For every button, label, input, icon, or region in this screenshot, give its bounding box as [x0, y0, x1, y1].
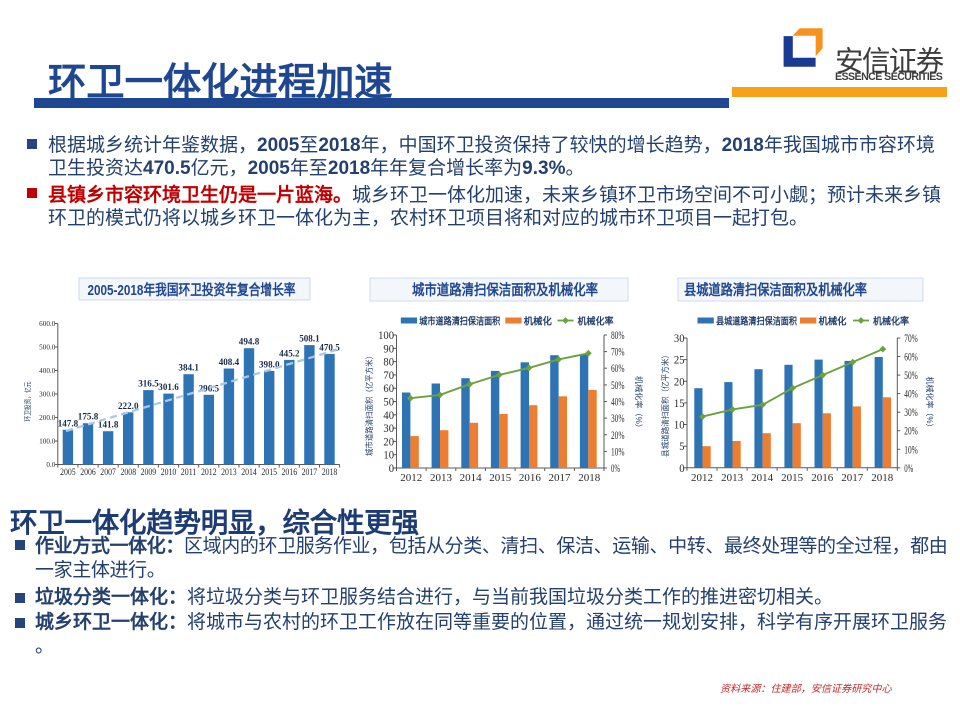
svg-text:2011: 2011	[181, 467, 197, 477]
svg-text:2014: 2014	[751, 472, 774, 484]
svg-text:2014: 2014	[460, 472, 483, 484]
svg-text:600.0: 600.0	[39, 320, 56, 328]
svg-text:县城道路清扫保洁面积及机械化率: 县城道路清扫保洁面积及机械化率	[684, 281, 867, 299]
svg-text:60: 60	[383, 381, 394, 395]
svg-text:0%: 0%	[904, 461, 913, 475]
svg-text:10: 10	[674, 418, 685, 432]
svg-text:40%: 40%	[904, 387, 918, 401]
svg-text:10%: 10%	[611, 444, 625, 458]
svg-text:384.1: 384.1	[178, 363, 199, 374]
svg-text:316.5: 316.5	[138, 379, 159, 390]
svg-text:25: 25	[674, 353, 685, 367]
svg-text:城市道路清扫面积（亿平方米）: 城市道路清扫面积（亿平方米）	[364, 352, 374, 456]
svg-text:2017: 2017	[302, 467, 318, 477]
svg-text:2013: 2013	[430, 472, 453, 484]
svg-text:90: 90	[383, 341, 394, 355]
svg-text:470.5: 470.5	[319, 342, 340, 353]
svg-text:408.4: 408.4	[219, 357, 240, 368]
svg-text:机械化率: 机械化率	[873, 315, 909, 327]
svg-text:20: 20	[383, 434, 394, 448]
svg-text:200.0: 200.0	[39, 414, 56, 422]
svg-text:机械化率（%）: 机械化率（%）	[925, 377, 935, 432]
svg-text:2007: 2007	[100, 467, 116, 477]
svg-text:0.0: 0.0	[46, 461, 55, 469]
svg-text:10%: 10%	[904, 442, 918, 456]
svg-text:县城道路清扫保洁面积: 县城道路清扫保洁面积	[716, 315, 797, 327]
svg-text:2016: 2016	[811, 472, 834, 484]
svg-text:30%: 30%	[904, 405, 918, 419]
svg-text:20: 20	[674, 374, 685, 388]
svg-text:300.0: 300.0	[39, 391, 56, 399]
svg-text:2014: 2014	[241, 467, 257, 477]
svg-text:2012: 2012	[400, 472, 422, 484]
svg-text:70%: 70%	[611, 345, 625, 359]
svg-text:5: 5	[679, 439, 684, 453]
svg-text:2017: 2017	[841, 472, 864, 484]
svg-text:2009: 2009	[141, 467, 157, 477]
svg-text:80: 80	[383, 355, 394, 369]
svg-text:城市道路清扫保洁面积及机械化率: 城市道路清扫保洁面积及机械化率	[412, 281, 598, 299]
svg-text:2013: 2013	[221, 467, 237, 477]
svg-text:70%: 70%	[904, 331, 918, 345]
svg-text:141.8: 141.8	[98, 420, 119, 431]
svg-text:机械化率（%）: 机械化率（%）	[634, 376, 644, 432]
svg-text:445.2: 445.2	[279, 348, 300, 359]
svg-text:2018: 2018	[578, 472, 601, 484]
svg-text:2015: 2015	[781, 472, 804, 484]
svg-text:0%: 0%	[611, 461, 620, 475]
svg-text:80%: 80%	[611, 328, 625, 342]
svg-text:70: 70	[383, 368, 394, 382]
svg-text:2012: 2012	[201, 467, 217, 477]
svg-text:2016: 2016	[519, 472, 542, 484]
svg-text:2018: 2018	[322, 467, 338, 477]
svg-text:2015: 2015	[489, 472, 512, 484]
svg-text:2016: 2016	[282, 467, 298, 477]
svg-text:2005: 2005	[60, 467, 76, 477]
svg-text:60%: 60%	[904, 350, 918, 364]
svg-text:400.0: 400.0	[39, 367, 56, 375]
svg-text:城市道路清扫保洁面积: 城市道路清扫保洁面积	[419, 315, 500, 327]
svg-text:机械化: 机械化	[819, 315, 847, 327]
svg-text:机械化: 机械化	[524, 315, 552, 327]
svg-text:20%: 20%	[611, 428, 625, 442]
svg-text:222.0: 222.0	[118, 401, 139, 412]
svg-text:10: 10	[383, 448, 394, 462]
svg-text:50: 50	[383, 395, 394, 409]
svg-text:50%: 50%	[611, 378, 625, 392]
svg-text:2005-2018年我国环卫投资年复合增长率: 2005-2018年我国环卫投资年复合增长率	[88, 281, 296, 299]
svg-text:100: 100	[378, 328, 394, 342]
svg-text:30: 30	[383, 421, 394, 435]
svg-text:2015: 2015	[261, 467, 277, 477]
svg-text:60%: 60%	[611, 361, 625, 375]
svg-text:2018: 2018	[871, 472, 894, 484]
svg-text:40: 40	[383, 408, 394, 422]
svg-text:15: 15	[674, 396, 685, 410]
svg-text:2010: 2010	[161, 467, 177, 477]
svg-text:30%: 30%	[611, 411, 625, 425]
svg-text:环卫投资，亿元: 环卫投资，亿元	[23, 382, 32, 422]
svg-text:500.0: 500.0	[39, 344, 56, 352]
svg-text:0: 0	[679, 461, 684, 475]
svg-text:301.6: 301.6	[158, 382, 179, 393]
svg-text:20%: 20%	[904, 424, 918, 438]
svg-text:50%: 50%	[904, 368, 918, 382]
svg-text:100.0: 100.0	[39, 438, 56, 446]
svg-text:494.8: 494.8	[239, 337, 260, 348]
svg-text:2012: 2012	[691, 472, 713, 484]
svg-text:县城道路清扫面积（亿平方米）: 县城道路清扫面积（亿平方米）	[660, 351, 670, 457]
svg-text:296.5: 296.5	[199, 383, 220, 394]
svg-text:398.0: 398.0	[259, 360, 280, 371]
svg-text:2017: 2017	[549, 472, 572, 484]
svg-text:30: 30	[674, 331, 685, 345]
svg-text:0: 0	[389, 461, 394, 475]
svg-text:508.1: 508.1	[299, 334, 320, 345]
svg-text:175.8: 175.8	[78, 412, 99, 423]
svg-text:147.8: 147.8	[58, 418, 79, 429]
svg-text:2006: 2006	[80, 467, 96, 477]
svg-text:机械化率: 机械化率	[578, 315, 614, 327]
svg-text:2008: 2008	[121, 467, 137, 477]
svg-text:2013: 2013	[721, 472, 744, 484]
svg-text:40%: 40%	[611, 395, 625, 409]
